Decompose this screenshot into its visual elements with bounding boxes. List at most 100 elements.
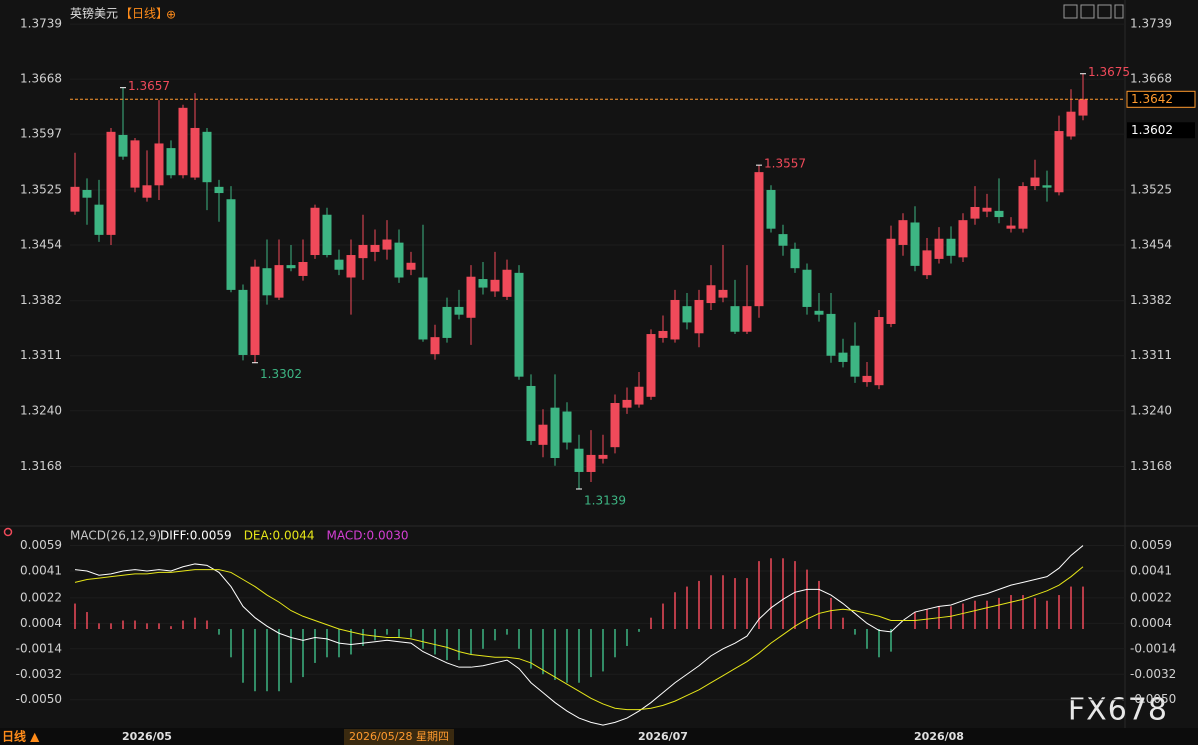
candle-body bbox=[562, 411, 572, 443]
extreme-label: 1.3675 bbox=[1088, 65, 1130, 79]
candle-body bbox=[634, 386, 644, 405]
extreme-label: 1.3557 bbox=[764, 157, 806, 171]
candle-body bbox=[514, 272, 524, 377]
candle-body bbox=[466, 276, 476, 318]
candle-body bbox=[586, 454, 596, 472]
candle-body bbox=[286, 265, 296, 269]
candle-body bbox=[142, 185, 152, 198]
y-tick-label: -0.0014 bbox=[16, 641, 62, 655]
candle-body bbox=[274, 265, 284, 298]
y-tick-label: -0.0032 bbox=[16, 667, 62, 681]
tool-button[interactable] bbox=[1080, 4, 1095, 19]
diff-line bbox=[74, 545, 1084, 726]
dea-line bbox=[74, 566, 1084, 711]
period-label: 【日线】 bbox=[120, 7, 168, 21]
candle-body bbox=[958, 220, 968, 258]
candle-body bbox=[1054, 131, 1064, 193]
candle-body bbox=[322, 214, 332, 256]
tool-button[interactable] bbox=[1063, 4, 1078, 19]
candle-body bbox=[106, 131, 116, 235]
candle-body bbox=[934, 238, 944, 259]
candle-body bbox=[382, 239, 392, 250]
candle-body bbox=[718, 289, 728, 298]
candle-body bbox=[898, 220, 908, 245]
candle-body bbox=[130, 140, 140, 188]
y-tick-label: 1.3597 bbox=[20, 127, 62, 141]
candle-body bbox=[370, 244, 380, 252]
x-tick-label: 2026/05 bbox=[122, 730, 172, 743]
y-tick-label: -0.0014 bbox=[1130, 641, 1176, 655]
candle-body bbox=[694, 299, 704, 334]
indicator-icon[interactable] bbox=[3, 527, 13, 537]
candle-body bbox=[682, 306, 692, 323]
candle-body bbox=[1042, 185, 1052, 188]
candle-body bbox=[850, 345, 860, 377]
y-tick-label: 0.0004 bbox=[1130, 616, 1172, 630]
candle-body bbox=[706, 285, 716, 304]
candle-body bbox=[346, 255, 356, 278]
crosshair-box bbox=[344, 729, 454, 745]
candle-body bbox=[406, 262, 416, 270]
y-tick-label: 0.0041 bbox=[1130, 564, 1172, 578]
candle-body bbox=[358, 244, 368, 259]
candle-body bbox=[226, 199, 236, 290]
y-tick-label: 1.3240 bbox=[20, 403, 62, 417]
time-axis bbox=[0, 728, 1198, 745]
tool-button[interactable] bbox=[1114, 4, 1124, 19]
y-tick-label: 0.0022 bbox=[20, 590, 62, 604]
y-tick-label: 1.3168 bbox=[20, 459, 62, 473]
candle-body bbox=[394, 242, 404, 278]
candle-body bbox=[262, 268, 272, 296]
candle-body bbox=[790, 248, 800, 269]
candle-body bbox=[1078, 99, 1088, 116]
period-button[interactable]: 日线 ▲ bbox=[2, 729, 40, 744]
extreme-label: 1.3657 bbox=[128, 79, 170, 93]
candle-body bbox=[478, 279, 488, 288]
candle-body bbox=[214, 186, 224, 194]
candle-body bbox=[886, 238, 896, 324]
candle-body bbox=[418, 277, 428, 340]
candle-body bbox=[982, 207, 992, 212]
candle-body bbox=[862, 375, 872, 383]
y-tick-label: 0.0059 bbox=[1130, 538, 1172, 552]
candle-body bbox=[814, 310, 824, 315]
watermark: FX678 bbox=[1068, 693, 1168, 728]
candle-body bbox=[166, 148, 176, 176]
tool-button[interactable] bbox=[1097, 4, 1112, 19]
candle-body bbox=[538, 424, 548, 445]
candle-body bbox=[82, 189, 92, 198]
price-box-label: 1.3602 bbox=[1131, 123, 1173, 137]
candle-body bbox=[1030, 177, 1040, 187]
y-tick-label: 1.3240 bbox=[1130, 403, 1172, 417]
candle-body bbox=[970, 206, 980, 219]
candle-body bbox=[190, 127, 200, 178]
candle-body bbox=[1018, 186, 1028, 229]
extreme-label: 1.3139 bbox=[584, 494, 626, 508]
candle-body bbox=[550, 407, 560, 459]
add-icon[interactable]: ⊕ bbox=[166, 8, 176, 22]
y-tick-label: 1.3739 bbox=[1130, 17, 1172, 31]
y-tick-label: 0.0059 bbox=[20, 538, 62, 552]
y-tick-label: 1.3525 bbox=[20, 182, 62, 196]
candle-body bbox=[94, 204, 104, 235]
candle-body bbox=[826, 313, 836, 356]
price-box bbox=[1126, 90, 1196, 108]
candle-body bbox=[118, 134, 128, 157]
candle-body bbox=[334, 259, 344, 270]
price-box-label: 1.3642 bbox=[1131, 92, 1173, 106]
candle-body bbox=[622, 399, 632, 408]
candle-body bbox=[574, 448, 584, 472]
candle-body bbox=[454, 306, 464, 315]
x-tick-label: 2026/07 bbox=[638, 730, 688, 743]
candle-body bbox=[910, 222, 920, 266]
candle-body bbox=[946, 238, 956, 256]
y-tick-label: 1.3454 bbox=[20, 237, 62, 251]
y-tick-label: 0.0041 bbox=[20, 564, 62, 578]
chart-title: 英镑美元 bbox=[70, 6, 118, 21]
y-tick-label: 1.3311 bbox=[20, 348, 62, 362]
y-tick-label: 1.3382 bbox=[20, 293, 62, 307]
candle-body bbox=[430, 337, 440, 355]
legend-entry: DIFF:0.0059 bbox=[160, 529, 232, 543]
